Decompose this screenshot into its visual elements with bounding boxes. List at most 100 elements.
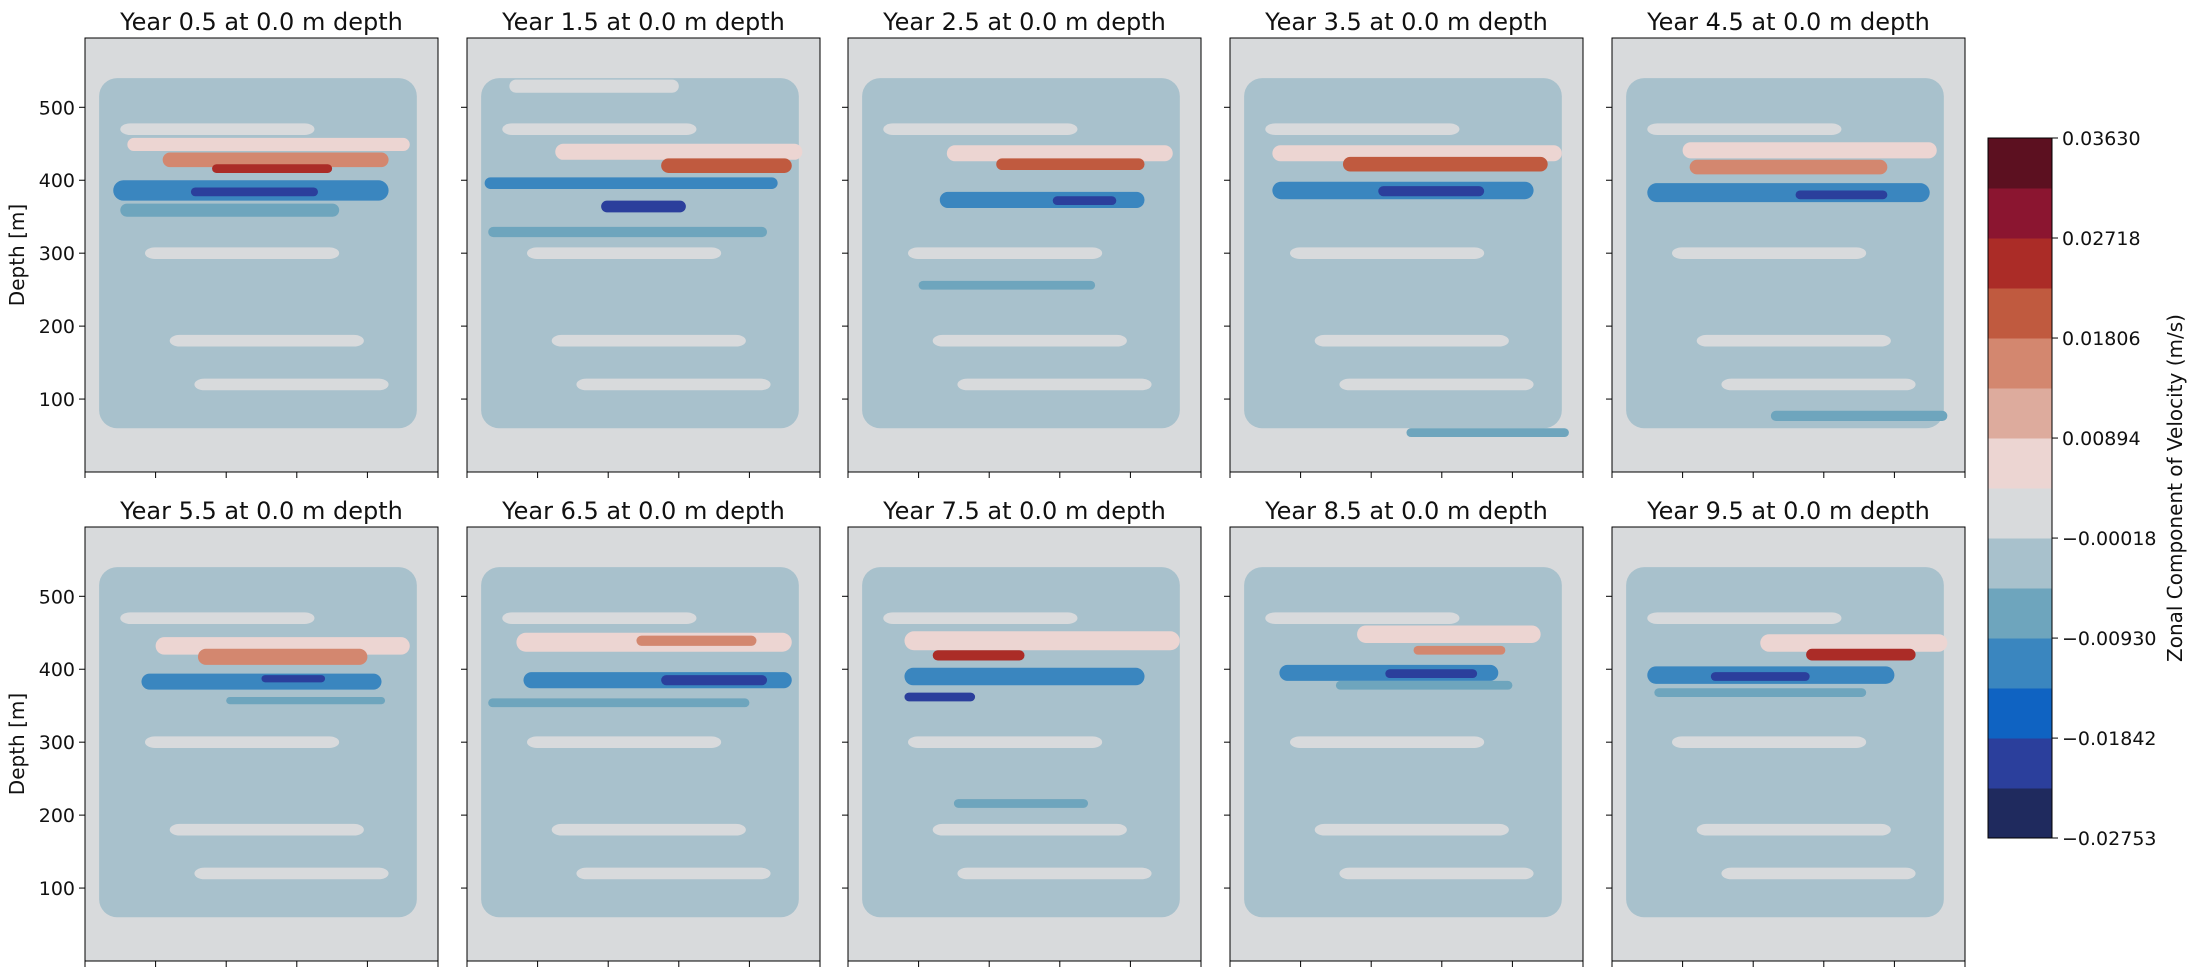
panel-title: Year 4.5 at 0.0 m depth [1646, 8, 1930, 36]
contour-field [481, 567, 799, 918]
panel-frame [1611, 526, 1966, 962]
contour-band [904, 667, 1145, 686]
contour-region [1647, 612, 1842, 625]
contour-band [212, 164, 333, 173]
colorbar-swatch [1988, 488, 2052, 539]
colorbar-label: Zonal Component of Velocity (m/s) [2163, 314, 2187, 662]
colorbar-tick-label: −0.02753 [2062, 828, 2157, 850]
contour-band [661, 675, 768, 686]
contour-field [99, 78, 417, 429]
panel: Year 2.5 at 0.0 m depth [842, 8, 1202, 478]
contour-region [169, 823, 364, 836]
panel-grid: Year 0.5 at 0.0 m depth 100 200 300 400 500 De… [5, 8, 1966, 967]
contour-band [1760, 634, 1948, 652]
contour-region [1339, 378, 1534, 391]
contour-band [190, 187, 318, 197]
contour-band [932, 650, 1025, 661]
colorbar-swatch [1988, 188, 2052, 239]
colorbar-swatch [1988, 538, 2052, 589]
contour-band [141, 673, 382, 690]
panel-title: Year 3.5 at 0.0 m depth [1264, 8, 1548, 36]
panel: Year 1.5 at 0.0 m depth [461, 8, 821, 478]
colorbar-swatch [1988, 388, 2052, 439]
contour-region [957, 867, 1152, 880]
contour-band [601, 200, 686, 213]
contour-band [197, 648, 368, 665]
contour-region [1314, 823, 1509, 836]
contour-region [502, 612, 697, 625]
contour-band [1406, 428, 1569, 437]
colorbar-swatch [1988, 638, 2052, 689]
panel-title: Year 5.5 at 0.0 m depth [119, 497, 403, 525]
contour-field [1244, 78, 1569, 437]
panel-title: Year 0.5 at 0.0 m depth [119, 8, 403, 36]
y-tick-label: 300 [39, 243, 75, 265]
contour-band [1795, 190, 1888, 200]
contour-band [509, 79, 679, 93]
contour-region [120, 612, 315, 625]
y-tick-label: 400 [39, 170, 75, 192]
contour-field [1626, 78, 1948, 429]
colorbar-tick-label: 0.02718 [2062, 228, 2141, 250]
y-tick-label: 100 [39, 389, 75, 411]
colorbar-tick-label: −0.00018 [2062, 528, 2157, 550]
panel: Year 4.5 at 0.0 m depth [1606, 8, 1966, 478]
contour-band [1647, 183, 1930, 203]
panel-frame [84, 37, 439, 473]
contour-region [1672, 247, 1867, 260]
contour-band [1689, 159, 1888, 175]
panel-frame [1611, 37, 1966, 473]
colorbar-swatch [1988, 688, 2052, 739]
panel-frame [1229, 37, 1584, 473]
y-tick-label: 500 [39, 97, 75, 119]
panel-title: Year 1.5 at 0.0 m depth [501, 8, 785, 36]
panel-frame [466, 526, 821, 962]
colorbar-swatch [1988, 738, 2052, 789]
contour-field [862, 567, 1180, 918]
contour-region [932, 334, 1127, 347]
y-tick-label: 200 [39, 316, 75, 338]
contour-region [576, 867, 771, 880]
contour-region [1696, 823, 1891, 836]
contour-region [194, 867, 389, 880]
contour-band [1385, 669, 1478, 678]
y-axis-label: Depth [m] [5, 693, 29, 795]
contour-band [1710, 672, 1810, 681]
colorbar-swatch [1988, 138, 2052, 189]
panel-frame [466, 37, 821, 473]
colorbar-tick-label: −0.01842 [2062, 728, 2157, 750]
contour-band [904, 692, 976, 702]
colorbar-swatch [1988, 238, 2052, 289]
contour-band [555, 143, 803, 160]
contour-region [1265, 123, 1460, 136]
contour-region [194, 378, 389, 391]
contour-region [502, 123, 697, 136]
contour-band [1654, 688, 1867, 697]
colorbar-tick-label: −0.00930 [2062, 628, 2157, 650]
contour-band [1335, 680, 1513, 690]
contour-band [904, 631, 1180, 651]
panel-title: Year 8.5 at 0.0 m depth [1264, 497, 1548, 525]
colorbar-tick-label: 0.00894 [2062, 428, 2141, 450]
colorbar-swatch [1988, 788, 2052, 839]
contour-region [145, 247, 340, 260]
colorbar-ticks: 0.03630 0.02718 0.01806 0.00894 −0.00018 −0.0… [2052, 128, 2157, 850]
colorbar-swatches [1988, 138, 2052, 839]
contour-band [661, 158, 792, 173]
contour-field [1244, 567, 1562, 918]
colorbar-swatch [1988, 338, 2052, 389]
panel: Year 5.5 at 0.0 m depth 100 200 300 400 500 De… [5, 497, 439, 967]
colorbar-tick-label: 0.03630 [2062, 128, 2141, 150]
panel-title: Year 6.5 at 0.0 m depth [501, 497, 785, 525]
contour-band [1342, 156, 1548, 172]
contour-band [1413, 645, 1506, 655]
contour-band [1052, 196, 1117, 206]
contour-band [1770, 410, 1948, 421]
contour-band [1378, 186, 1485, 197]
panel-title: Year 2.5 at 0.0 m depth [882, 8, 1166, 36]
contour-region [932, 823, 1127, 836]
y-tick-label: 300 [39, 732, 75, 754]
colorbar-frame [1987, 137, 2053, 839]
contour-region [1339, 867, 1534, 880]
